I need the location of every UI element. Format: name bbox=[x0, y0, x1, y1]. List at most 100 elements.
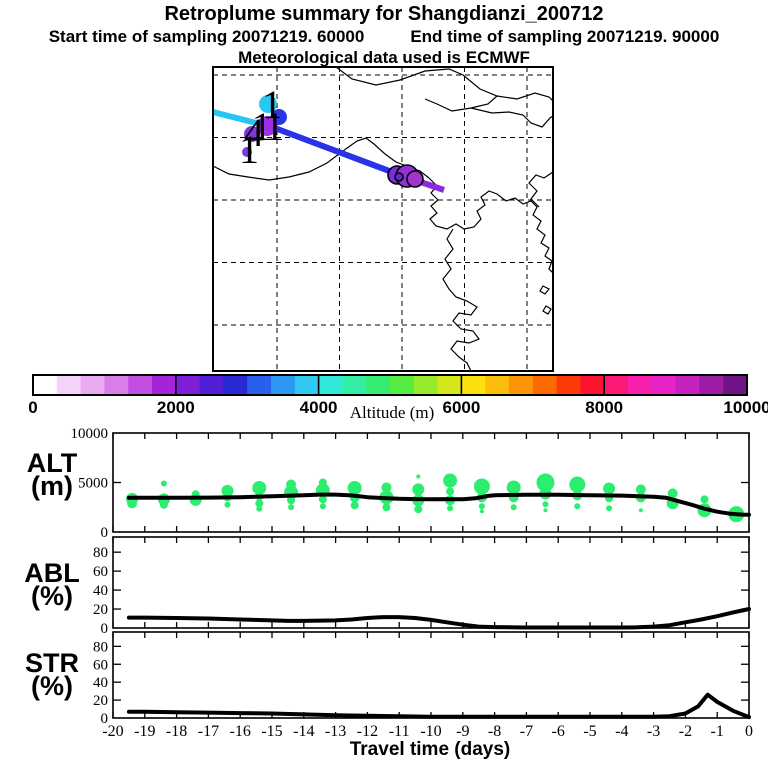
str-panel-frame bbox=[112, 631, 750, 719]
altitude-cluster-bubble bbox=[287, 496, 296, 505]
colorbar-segment bbox=[509, 375, 534, 395]
alt-ytick-label: 5000 bbox=[78, 476, 108, 492]
altitude-cluster-bubble bbox=[667, 488, 678, 499]
altitude-cluster-bubble bbox=[443, 473, 458, 488]
abl-ytick-label: 40 bbox=[93, 583, 108, 599]
coastline-path bbox=[514, 197, 553, 274]
altitude-cluster-bubble bbox=[635, 484, 646, 495]
met-data-label: Meteorological data used is ECMWF bbox=[238, 48, 530, 67]
alt-panel-frame bbox=[112, 432, 750, 533]
travel-time-tick-label: -20 bbox=[102, 723, 123, 740]
coastline-path bbox=[442, 228, 480, 371]
colorbar-segment bbox=[247, 375, 272, 395]
colorbar-segment bbox=[580, 375, 605, 395]
altitude-cluster-bubble bbox=[256, 505, 263, 512]
altitude-cluster-bubble bbox=[381, 482, 392, 493]
colorbar-tick-label: 10000 bbox=[723, 398, 768, 417]
abl-ytick-label: 20 bbox=[93, 602, 108, 618]
colorbar-segment bbox=[56, 375, 82, 395]
abl-axis-label-text: ABL bbox=[24, 558, 80, 588]
str-axis-label-text: STR bbox=[25, 648, 79, 678]
travel-time-tick-label: -14 bbox=[293, 723, 314, 740]
travel-time-tick-label: -3 bbox=[647, 723, 660, 740]
travel-time-tick-label: -6 bbox=[552, 723, 565, 740]
colorbar-segment bbox=[485, 375, 510, 395]
colorbar-segment bbox=[223, 375, 248, 395]
colorbar-segment bbox=[628, 375, 653, 395]
travel-time-tick-label: -19 bbox=[134, 723, 155, 740]
travel-time-tick-label: -10 bbox=[420, 723, 441, 740]
plume-cluster-dot bbox=[259, 95, 277, 113]
altitude-cluster-bubble bbox=[700, 495, 709, 504]
colorbar-segment bbox=[461, 375, 486, 395]
travel-time-tick-label: -7 bbox=[520, 723, 533, 740]
str-ytick-label: 80 bbox=[93, 639, 108, 655]
colorbar-label: Altitude (m) bbox=[349, 403, 435, 422]
travel-time-tick-label: -16 bbox=[230, 723, 251, 740]
colorbar-segment bbox=[33, 375, 58, 395]
colorbar-segment bbox=[651, 375, 677, 395]
alt-axis-label: ALT (m) bbox=[6, 448, 98, 500]
colorbar-segment bbox=[675, 375, 700, 395]
colorbar-tick-label: 8000 bbox=[585, 398, 623, 417]
colorbar-segment bbox=[80, 375, 105, 395]
str-ytick-label: 0 bbox=[101, 711, 109, 727]
receptor-cluster-dot bbox=[406, 170, 424, 188]
travel-time-tick-label: -9 bbox=[456, 723, 469, 740]
alt-ytick-label: 10000 bbox=[71, 426, 109, 442]
sampling-times: Start time of sampling 20071219. 60000 E… bbox=[0, 27, 768, 47]
alt-data-line bbox=[126, 492, 751, 517]
altitude-cluster-bubble bbox=[252, 480, 267, 495]
altitude-cluster-bubble bbox=[288, 504, 295, 511]
altitude-cluster-bubble bbox=[510, 504, 517, 511]
altitude-cluster-bubble bbox=[255, 499, 264, 508]
colorbar-segment bbox=[390, 375, 415, 395]
travel-time-tick-label: -4 bbox=[615, 723, 628, 740]
alt-axis-label-text: ALT bbox=[26, 448, 78, 478]
altitude-cluster-bubble bbox=[412, 483, 425, 496]
colorbar-segment bbox=[318, 375, 343, 395]
travel-time-tick-label: -13 bbox=[325, 723, 346, 740]
colorbar-segment bbox=[437, 375, 462, 395]
coastline-path bbox=[539, 285, 550, 295]
travel-time-tick-label: -8 bbox=[488, 723, 501, 740]
altitude-cluster-bubble bbox=[638, 508, 643, 513]
altitude-cluster-bubble bbox=[603, 482, 616, 495]
altitude-cluster-bubble bbox=[416, 474, 421, 479]
abl-axis-label: ABL (%) bbox=[6, 558, 98, 610]
alt-ytick-label: 0 bbox=[101, 525, 109, 541]
colorbar-segment bbox=[532, 375, 558, 395]
altitude-cluster-bubble bbox=[189, 493, 202, 506]
altitude-cluster-bubble bbox=[543, 508, 548, 513]
colorbar-segment bbox=[699, 375, 724, 395]
travel-time-tick-label: -11 bbox=[389, 723, 410, 740]
plume-cluster-dot bbox=[257, 116, 277, 136]
altitude-cluster-bubble bbox=[221, 484, 234, 497]
coastline-path bbox=[542, 305, 552, 315]
altitude-cluster-bubble bbox=[347, 480, 362, 495]
colorbar-segment bbox=[199, 375, 224, 395]
altitude-cluster-bubble bbox=[127, 498, 138, 509]
str-axis-label: STR (%) bbox=[6, 648, 98, 700]
receptor-cluster-dot bbox=[394, 172, 404, 182]
plume-cluster-dot bbox=[242, 147, 252, 157]
colorbar-segment bbox=[294, 375, 320, 395]
coastline-path bbox=[424, 95, 498, 112]
altitude-cluster-bubble bbox=[606, 505, 613, 512]
colorbar-tick-label: 0 bbox=[28, 398, 37, 417]
str-ytick-label: 20 bbox=[93, 693, 108, 709]
coastline-path bbox=[335, 67, 553, 102]
coastline-path bbox=[213, 137, 430, 181]
page-title: Retroplume summary for Shangdianzi_20071… bbox=[164, 3, 604, 25]
str-ytick-label: 60 bbox=[93, 657, 108, 673]
altitude-cluster-bubble bbox=[159, 500, 168, 509]
altitude-cluster-bubble bbox=[160, 480, 167, 487]
altitude-cluster-bubble bbox=[479, 509, 484, 514]
travel-time-tick-label: -17 bbox=[198, 723, 219, 740]
travel-time-tick-label: -2 bbox=[679, 723, 692, 740]
str-ytick-label: 40 bbox=[93, 675, 108, 691]
altitude-cluster-bubble bbox=[350, 501, 359, 510]
colorbar-segment bbox=[104, 375, 129, 395]
